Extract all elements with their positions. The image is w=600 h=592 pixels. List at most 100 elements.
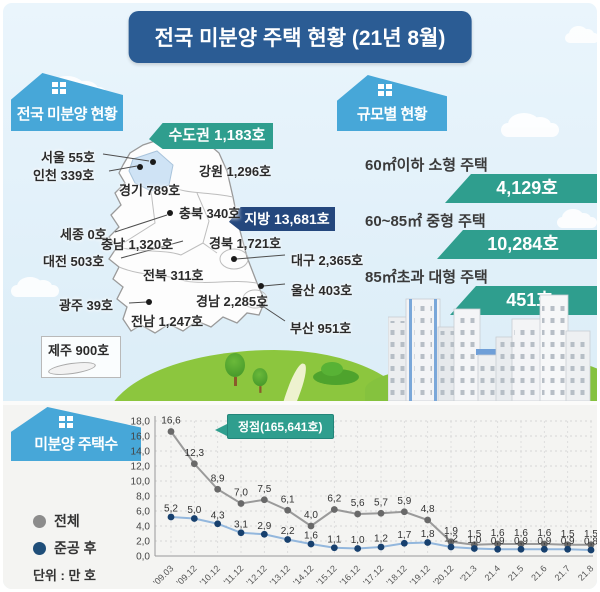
- svg-text:1,2: 1,2: [374, 534, 388, 545]
- svg-text:12,0: 12,0: [131, 462, 151, 473]
- svg-text:'17.12: '17.12: [361, 563, 385, 587]
- size-item-small-label: 60㎡이하 소형 주택: [365, 157, 488, 174]
- region-label-busan: 부산 951호: [290, 321, 352, 336]
- svg-text:'20.12: '20.12: [431, 563, 455, 587]
- svg-text:21.4: 21.4: [483, 563, 502, 582]
- svg-text:1,7: 1,7: [397, 530, 411, 541]
- region-label-jeju: 제주 900호: [48, 343, 110, 358]
- svg-text:1,6: 1,6: [304, 531, 318, 542]
- svg-text:'14.12: '14.12: [291, 563, 315, 587]
- korea-map: [102, 134, 286, 334]
- svg-text:0,9: 0,9: [561, 536, 575, 547]
- svg-text:1,6: 1,6: [491, 528, 505, 539]
- region-label-jeonbuk: 전북 311호: [143, 268, 204, 283]
- svg-text:'19.12: '19.12: [408, 563, 432, 587]
- chart-legend: 전체 준공 후 단위 : 만 호: [33, 511, 97, 584]
- svg-text:7,5: 7,5: [257, 484, 271, 495]
- svg-text:1,5: 1,5: [467, 529, 481, 540]
- chart-unit-label: 단위 : 만 호: [33, 568, 97, 583]
- svg-text:2,2: 2,2: [281, 526, 295, 537]
- svg-text:5,6: 5,6: [351, 498, 365, 509]
- svg-text:4,8: 4,8: [421, 504, 435, 515]
- svg-text:8,0: 8,0: [136, 492, 150, 503]
- size-item-large-label: 85㎡초과 대형 주택: [365, 269, 488, 286]
- peak-annotation-text: 정점(165,641호): [227, 414, 334, 439]
- svg-text:7,0: 7,0: [234, 488, 248, 499]
- svg-text:1,6: 1,6: [514, 528, 528, 539]
- svg-text:21.7: 21.7: [553, 563, 572, 582]
- svg-text:0,0: 0,0: [136, 552, 150, 563]
- size-item-medium-value: 10,284호: [437, 230, 597, 259]
- svg-text:4,0: 4,0: [136, 522, 150, 533]
- svg-text:5,7: 5,7: [374, 497, 388, 508]
- svg-text:1,5: 1,5: [561, 529, 575, 540]
- cloud-icon: [11, 276, 59, 297]
- region-label-ulsan: 울산 403호: [291, 283, 353, 298]
- leader-lines: [102, 153, 286, 322]
- svg-text:1,9: 1,9: [444, 526, 458, 537]
- bush-icon: [313, 362, 359, 385]
- svg-text:1,2: 1,2: [444, 534, 458, 545]
- section-banner-size: 규모별 현황: [337, 75, 447, 131]
- page-title: 전국 미분양 주택 현황 (21년 8월): [128, 11, 472, 63]
- section-banner-chart-label: 미분양 주택수: [34, 436, 118, 453]
- region-label-daejeon: 대전 503호: [43, 254, 105, 269]
- callout-pointer-icon: [215, 423, 227, 436]
- region-label-daegu: 대구 2,365호: [291, 253, 364, 268]
- svg-text:4,0: 4,0: [304, 510, 318, 521]
- size-item-medium-label: 60~85㎡ 중형 주택: [365, 213, 486, 230]
- svg-text:1,8: 1,8: [421, 529, 435, 540]
- svg-text:5,9: 5,9: [397, 496, 411, 507]
- region-label-gwangju: 광주 39호: [59, 298, 113, 313]
- svg-text:10,0: 10,0: [131, 477, 151, 488]
- sudogwon-region: [128, 150, 174, 192]
- svg-text:16,6: 16,6: [161, 416, 181, 427]
- region-label-jeonnam: 전남 1,247호: [131, 314, 204, 329]
- size-item-small-value: 4,129호: [445, 174, 597, 203]
- region-label-chungnam: 충남 1,320호: [101, 237, 174, 252]
- svg-text:21.6: 21.6: [529, 563, 548, 582]
- completed-series-dot-icon: [33, 541, 46, 555]
- svg-text:'21.3: '21.3: [458, 563, 479, 584]
- svg-text:'09.03: '09.03: [151, 563, 175, 587]
- svg-text:0,9: 0,9: [514, 536, 528, 547]
- legend-total-label: 전체: [54, 513, 80, 529]
- region-label-gyeongnam: 경남 2,285호: [196, 294, 269, 309]
- tree-icon: [225, 353, 245, 386]
- svg-text:21.5: 21.5: [506, 563, 525, 582]
- cloud-icon: [557, 209, 597, 228]
- region-label-gangwon: 강원 1,296호: [199, 164, 272, 179]
- svg-text:3,1: 3,1: [234, 519, 248, 530]
- legend-item-completed: 준공 후: [33, 538, 97, 558]
- svg-text:18,0: 18,0: [131, 417, 151, 428]
- section-banner-map-label: 전국 미분양 현황: [16, 106, 118, 123]
- svg-text:1,0: 1,0: [351, 535, 365, 546]
- region-label-seoul: 서울 55호: [41, 150, 95, 165]
- tree-icon: [252, 368, 268, 393]
- region-label-chungbuk: 충북 340호: [179, 206, 241, 221]
- svg-text:12,3: 12,3: [185, 448, 205, 459]
- region-label-gyeonggi: 경기 789호: [119, 183, 181, 198]
- svg-text:0,9: 0,9: [537, 536, 551, 547]
- svg-text:'15.12: '15.12: [315, 563, 339, 587]
- svg-text:'18.12: '18.12: [385, 563, 409, 587]
- jeju-island-shape: [47, 359, 97, 378]
- svg-text:4,3: 4,3: [211, 510, 225, 521]
- svg-text:'10.12: '10.12: [198, 563, 222, 587]
- svg-text:'13.12: '13.12: [268, 563, 292, 587]
- svg-text:1,1: 1,1: [327, 534, 341, 545]
- province-borders: [116, 184, 268, 309]
- svg-text:6,2: 6,2: [327, 494, 341, 505]
- region-label-incheon: 인천 339호: [33, 168, 95, 183]
- section-banner-map: 전국 미분양 현황: [11, 73, 123, 131]
- svg-text:'16.12: '16.12: [338, 563, 362, 587]
- svg-text:'11.12: '11.12: [222, 563, 246, 587]
- svg-text:8,9: 8,9: [211, 473, 225, 484]
- peak-annotation: 정점(165,641호): [215, 414, 334, 439]
- legend-completed-label: 준공 후: [54, 540, 97, 556]
- window-icon: [377, 83, 384, 89]
- region-label-sejong: 세종 0호: [60, 227, 107, 242]
- total-series-dot-icon: [33, 514, 46, 528]
- region-label-gyeongbuk: 경북 1,721호: [209, 236, 282, 251]
